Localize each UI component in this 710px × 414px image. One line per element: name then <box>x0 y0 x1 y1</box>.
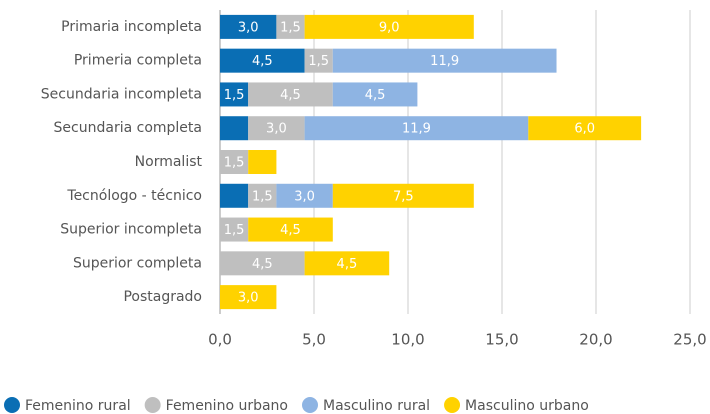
legend-label: Masculino urbano <box>465 398 589 414</box>
bar-segment <box>220 150 249 174</box>
bar-segment <box>220 14 277 39</box>
bar-segment <box>220 116 249 141</box>
value-label: 4,5 <box>252 257 273 272</box>
y-tick-label: Tecnólogo - técnico <box>66 188 202 204</box>
bar-segment <box>304 14 474 39</box>
x-tick-label: 20,0 <box>579 331 612 349</box>
legend-marker <box>4 397 20 413</box>
bar-segment <box>220 183 249 208</box>
y-tick-label: Superior incompleta <box>60 222 202 238</box>
y-tick-label: Primeria completa <box>74 53 202 69</box>
value-label: 11,9 <box>430 54 459 69</box>
value-label: 3,0 <box>238 291 259 306</box>
x-tick-label: 0,0 <box>208 331 232 349</box>
value-label: 1,5 <box>308 54 329 69</box>
bar-segment <box>332 183 474 208</box>
x-tick-label: 15,0 <box>485 331 518 349</box>
value-label: 7,5 <box>393 189 414 204</box>
value-label: 4,5 <box>252 54 273 69</box>
value-label: 4,5 <box>280 223 301 238</box>
bar-segment <box>276 183 333 208</box>
y-tick-label: Superior completa <box>73 255 202 271</box>
bar-segment <box>248 82 333 107</box>
value-label: 3,0 <box>238 20 259 35</box>
value-label: 1,5 <box>224 88 245 103</box>
value-label: 3,0 <box>294 189 315 204</box>
value-label: 4,5 <box>280 88 301 103</box>
value-label: 1,5 <box>280 20 301 35</box>
legend-marker <box>302 397 318 413</box>
bar-segment <box>220 217 249 242</box>
value-label: 4,5 <box>337 257 358 272</box>
bar-segment <box>220 48 305 73</box>
bar-segment <box>248 183 277 208</box>
bar-segment <box>248 217 333 242</box>
bar-segment <box>220 82 249 107</box>
x-tick-label: 5,0 <box>302 331 326 349</box>
bar-segment <box>276 14 305 39</box>
y-tick-label: Primaria incompleta <box>61 19 202 35</box>
bar-segment <box>220 251 305 276</box>
bar-segment <box>248 116 305 141</box>
legend-label: Femenino rural <box>25 398 131 414</box>
x-tick-label: 10,0 <box>391 331 424 349</box>
legend-label: Femenino urbano <box>166 398 288 414</box>
bar-segment <box>248 150 277 174</box>
bar-segment <box>304 251 390 276</box>
y-tick-label: Normalist <box>135 154 203 170</box>
x-tick-label: 25,0 <box>673 331 706 349</box>
bar-segment <box>332 82 418 107</box>
value-label: 1,5 <box>252 189 273 204</box>
bar-segment <box>220 285 277 310</box>
value-label: 4,5 <box>365 88 386 103</box>
y-tick-label: Postagrado <box>123 289 202 305</box>
bar-segment <box>304 116 529 141</box>
value-label: 3,0 <box>266 122 287 137</box>
bar-segment <box>332 48 557 73</box>
legend-label: Masculino rural <box>323 398 430 414</box>
bar-segment <box>304 48 333 73</box>
legend-marker <box>444 397 461 413</box>
value-label: 6,0 <box>574 122 595 137</box>
y-tick-label: Secundaria completa <box>54 120 202 136</box>
bar-segment <box>528 116 642 141</box>
value-label: 9,0 <box>379 20 400 35</box>
value-label: 1,5 <box>224 223 245 238</box>
legend-marker <box>144 397 161 413</box>
value-label: 11,9 <box>402 122 431 137</box>
y-tick-label: Secundaria incompleta <box>41 86 202 102</box>
value-label: 1,5 <box>224 156 245 171</box>
